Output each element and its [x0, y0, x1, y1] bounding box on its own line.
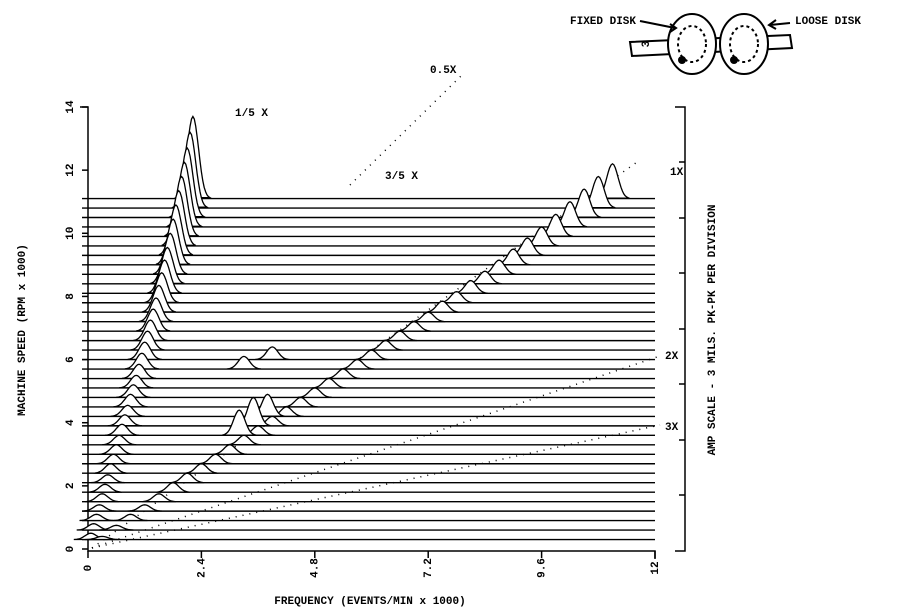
peak — [453, 279, 488, 294]
peak — [90, 474, 125, 484]
peak — [141, 284, 177, 313]
peak — [326, 368, 361, 380]
peak — [283, 396, 318, 408]
peak — [136, 308, 171, 332]
disk-detail — [677, 25, 707, 63]
peak — [85, 535, 120, 541]
disk-illustration — [628, 13, 794, 75]
y-tick-label: 0 — [65, 546, 77, 553]
peak — [297, 387, 332, 399]
peak — [226, 355, 261, 370]
y-axis-title: MACHINE SPEED (RPM x 1000) — [17, 244, 29, 416]
loose-disk — [719, 13, 769, 75]
arrow — [767, 19, 791, 30]
peak — [119, 374, 154, 389]
y-tick-label: 4 — [65, 419, 77, 426]
peak — [368, 339, 403, 351]
peak — [222, 409, 257, 436]
fixed-disk-label: FIXED DISK — [570, 16, 636, 28]
peak — [170, 472, 205, 484]
annotation: 3/5 X — [385, 171, 418, 183]
y-tick-label: 14 — [65, 100, 77, 114]
peak — [439, 291, 474, 304]
peak — [102, 434, 137, 446]
x-axis-title: FREQUENCY (EVENTS/MIN x 1000) — [274, 596, 465, 608]
y-tick-label: 12 — [65, 164, 77, 177]
peak — [155, 482, 191, 493]
peak — [96, 453, 131, 465]
peak — [382, 330, 417, 342]
y2-axis-title: AMP SCALE - 3 MILS. PK-PK PER DIVISION — [707, 205, 719, 456]
peak — [113, 393, 148, 408]
peak — [93, 463, 128, 474]
annotation: 1/5 X — [235, 108, 268, 120]
peak — [127, 504, 162, 512]
peak — [99, 524, 134, 531]
peak — [99, 444, 134, 455]
order-line — [349, 74, 463, 186]
disk-detail — [729, 25, 759, 63]
x-tick-label: 7.2 — [423, 558, 435, 578]
disk-dot — [730, 56, 738, 64]
peak — [411, 311, 446, 323]
y-tick-label: 2 — [65, 483, 77, 490]
peak — [212, 444, 247, 455]
disk-dot — [678, 56, 686, 64]
peak — [110, 404, 145, 417]
peak — [87, 483, 123, 493]
peak — [85, 493, 120, 503]
y-tick-label: 10 — [65, 227, 77, 240]
annotation: 0.5X — [430, 65, 457, 77]
y-tick-label: 6 — [65, 356, 77, 363]
peak — [255, 346, 290, 361]
peak — [184, 463, 219, 474]
peak — [130, 330, 165, 351]
amp-scale-ticks — [679, 161, 685, 496]
peak — [425, 300, 460, 313]
x-tick-label: 9.6 — [537, 558, 549, 578]
order-line — [91, 355, 661, 549]
peak — [133, 319, 168, 342]
peak — [127, 341, 162, 361]
loose-disk-label: LOOSE DISK — [795, 16, 861, 28]
peak — [121, 363, 157, 380]
x-tick-label: 2.4 — [196, 558, 208, 578]
peak — [124, 352, 159, 370]
peak — [340, 358, 375, 370]
peak — [354, 349, 389, 361]
x-tick-label: 4.8 — [310, 558, 322, 578]
peak — [113, 513, 148, 522]
annotation: 3X — [665, 422, 679, 434]
diagram-mark: 3 — [641, 40, 653, 47]
peak — [226, 434, 261, 446]
peak — [141, 493, 176, 503]
y-tick-label: 8 — [65, 293, 77, 300]
annotation: 2X — [665, 351, 679, 363]
peak — [396, 321, 432, 332]
peak — [107, 414, 142, 427]
peak — [116, 384, 151, 398]
peak — [82, 504, 117, 512]
x-tick-label: 0 — [83, 565, 95, 572]
peak — [104, 423, 140, 436]
peak — [198, 453, 233, 465]
arrow — [639, 20, 678, 33]
x-tick-label: 12 — [650, 561, 662, 574]
annotation: 1X — [670, 167, 684, 179]
peak — [138, 297, 174, 323]
fixed-disk — [667, 13, 717, 75]
peak — [311, 377, 347, 389]
peak — [79, 513, 114, 522]
